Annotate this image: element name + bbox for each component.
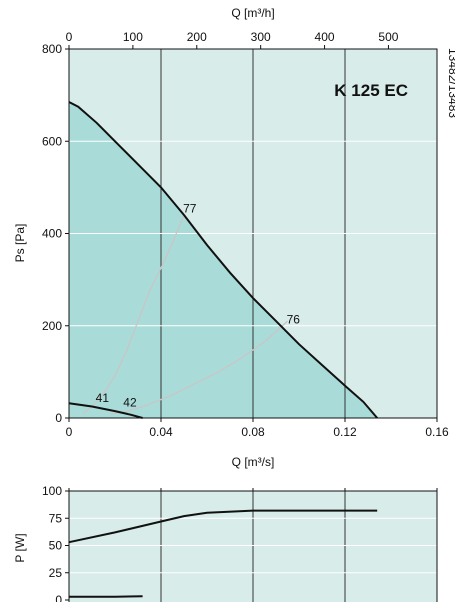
- power-curve-max: [68, 509, 378, 544]
- x-tick-label: 0.16: [425, 425, 449, 439]
- top-tick-label: 100: [123, 30, 143, 44]
- y-tick-label: 200: [42, 319, 62, 333]
- operating-area-fill: [69, 102, 378, 418]
- power-curve-min: [69, 595, 143, 598]
- power-y-tick-label: 25: [49, 566, 63, 580]
- top-tick-label: 200: [187, 30, 207, 44]
- operating-point-label: 76: [287, 312, 301, 326]
- fan-curve-min: [68, 402, 143, 419]
- pressure-axis-ticks: 0 0.04 0.08 0.12 0.16 0 200 400 600 800 0 100 200 300…: [42, 30, 449, 439]
- system-curve-76: [110, 320, 288, 415]
- y-tick-label: 600: [42, 134, 62, 148]
- power-y-axis-label: P [W]: [13, 533, 27, 562]
- power-y-tick-label: 50: [49, 539, 63, 553]
- pressure-y-axis-label: Ps [Pa]: [13, 224, 27, 263]
- x-tick-label: 0.12: [333, 425, 357, 439]
- power-y-tick-label: 100: [42, 484, 62, 498]
- system-curve-77: [82, 214, 185, 414]
- y-tick-label: 800: [42, 42, 62, 56]
- top-tick-label: 0: [66, 30, 73, 44]
- power-y-tick-label: 75: [49, 511, 63, 525]
- fan-curve-max: [68, 101, 378, 419]
- x-tick-label: 0.04: [149, 425, 173, 439]
- x-tick-label: 0: [66, 425, 73, 439]
- power-chart: 0 25 50 75 100 P [W]: [13, 484, 438, 602]
- operating-point-labels: 77 76 41 42: [96, 202, 301, 410]
- y-tick-label: 0: [55, 411, 62, 425]
- model-label: K 125 EC: [334, 81, 408, 100]
- operating-point-label: 77: [183, 202, 197, 216]
- x-tick-label: 0.08: [241, 425, 265, 439]
- operating-point-label: 42: [123, 395, 137, 409]
- top-tick-label: 400: [315, 30, 335, 44]
- pressure-chart: 0 0.04 0.08 0.12 0.16 0 200 400 600 800 0 100 200 300…: [13, 6, 455, 469]
- top-tick-label: 300: [251, 30, 271, 44]
- top-tick-label: 500: [378, 30, 398, 44]
- operating-point-label: 41: [96, 391, 110, 405]
- flow-x-axis-label: Q [m³/s]: [232, 455, 275, 469]
- product-code-label: 13482/13483: [446, 48, 455, 118]
- y-tick-label: 400: [42, 227, 62, 241]
- flow-top-axis-label: Q [m³/h]: [231, 6, 274, 20]
- power-y-tick-label: 0: [55, 593, 62, 602]
- power-axis-ticks: 0 25 50 75 100: [42, 484, 438, 602]
